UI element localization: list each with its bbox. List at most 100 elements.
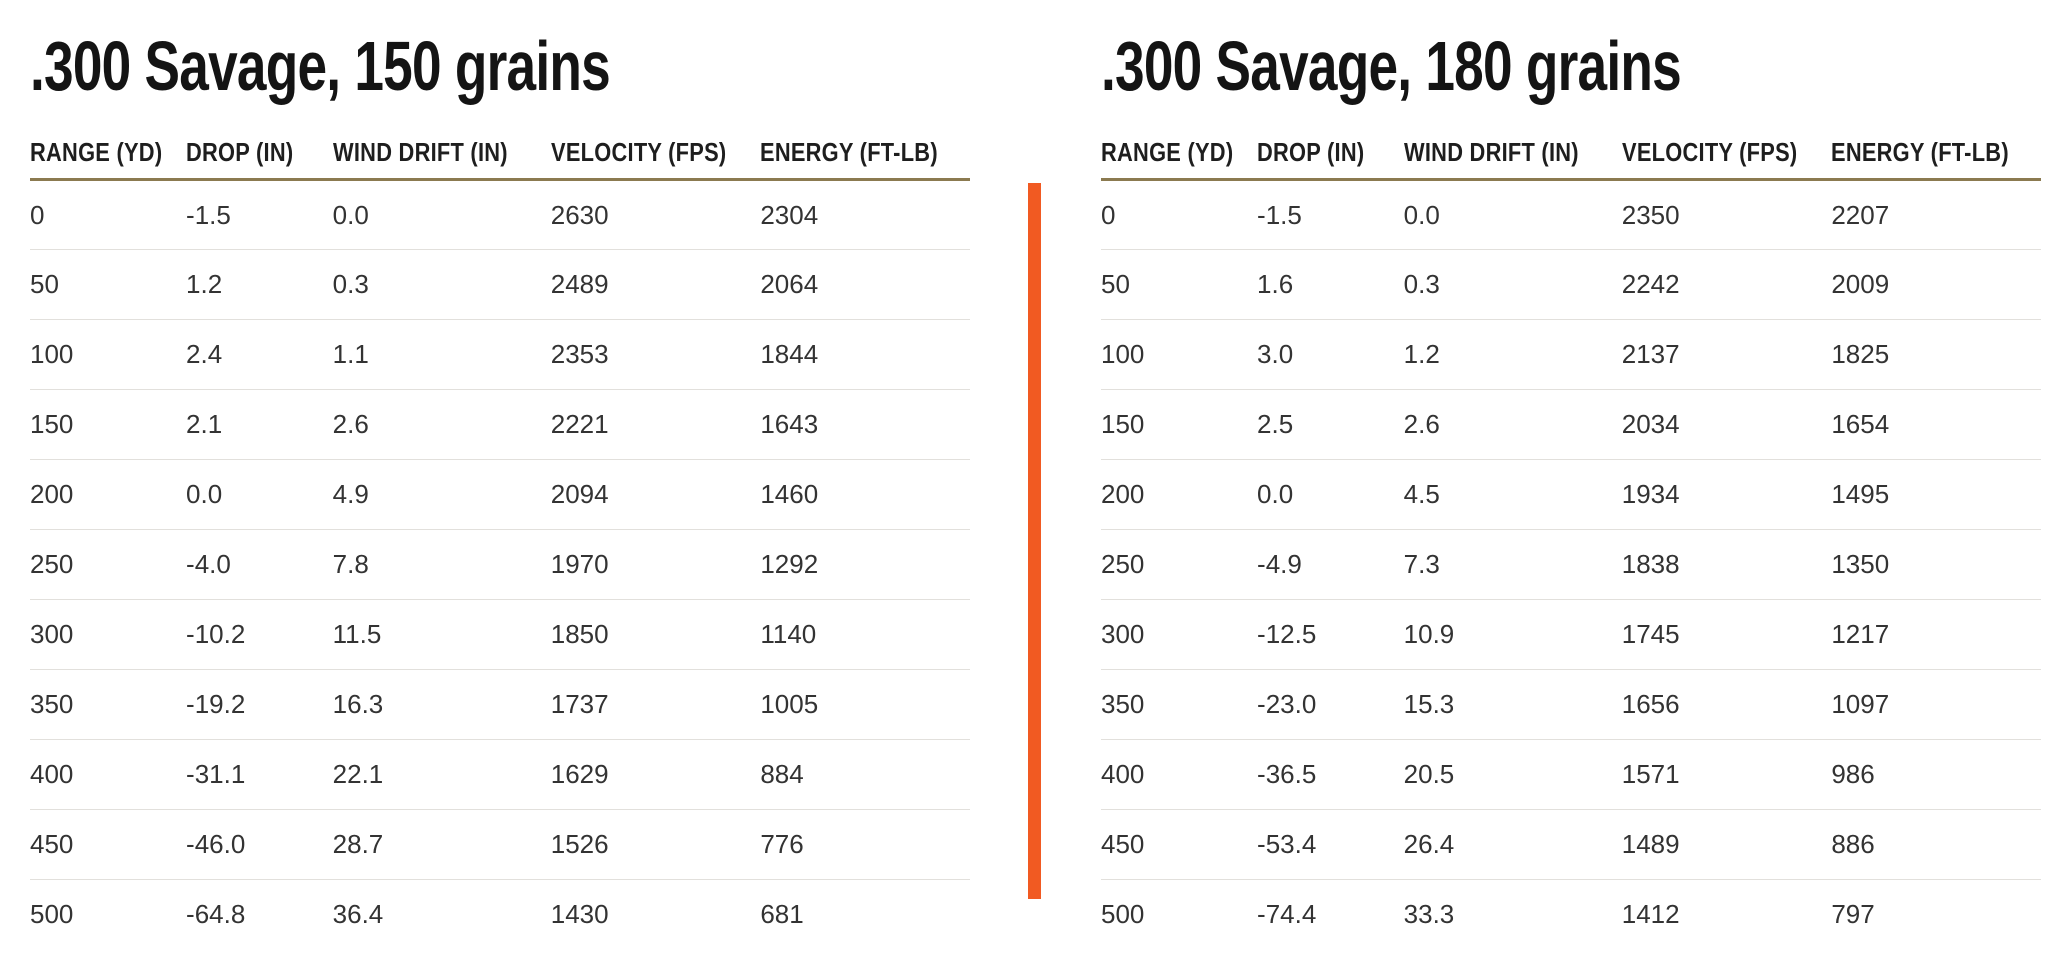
table-cell: 400: [30, 739, 187, 810]
table-cell: -23.0: [1257, 669, 1404, 740]
table-row: 400 -31.1 22.1 1629 884: [30, 739, 970, 810]
table-cell: 1.2: [186, 249, 333, 320]
table-cell: 1838: [1621, 529, 1832, 600]
table-row: 350 -19.2 16.3 1737 1005: [30, 669, 970, 740]
table-cell: 1005: [760, 669, 970, 740]
table-cell: 2.4: [186, 319, 333, 390]
table-cell: 2.6: [1403, 389, 1622, 460]
column-header-velocity: VELOCITY (FPS): [550, 105, 761, 181]
table-cell: 350: [1101, 669, 1258, 740]
table-row: 50 1.2 0.3 2489 2064: [30, 249, 970, 320]
table-cell: 1629: [550, 739, 761, 810]
table-cell: 100: [1101, 319, 1258, 390]
table-cell: 1934: [1621, 459, 1832, 530]
table-cell: 1.2: [1403, 319, 1622, 390]
table-cell: 2489: [550, 249, 761, 320]
table-section-180-grains: .300 Savage, 180 grains RANGE (YD) DROP …: [1101, 28, 2041, 950]
table-cell: -4.0: [186, 529, 333, 600]
table-cell: 0.0: [1257, 459, 1404, 530]
table-row: 150 2.5 2.6 2034 1654: [1101, 389, 2041, 460]
table-row: 300 -10.2 11.5 1850 1140: [30, 599, 970, 670]
column-header-range: RANGE (YD): [30, 105, 187, 181]
table-row: 450 -53.4 26.4 1489 886: [1101, 809, 2041, 880]
table-row: 400 -36.5 20.5 1571 986: [1101, 739, 2041, 810]
table-cell: 1970: [550, 529, 761, 600]
table-cell: -74.4: [1257, 899, 1317, 930]
table-cell: 2.1: [186, 389, 333, 460]
table-row: 200 0.0 4.9 2094 1460: [30, 459, 970, 530]
table-cell: -4.9: [1257, 529, 1404, 600]
table-cell: 2.5: [1257, 389, 1404, 460]
table-row: 200 0.0 4.5 1934 1495: [1101, 459, 2041, 530]
table-cell: -12.5: [1257, 599, 1404, 670]
table-cell: 200: [30, 459, 187, 530]
table-cell: -36.5: [1257, 739, 1404, 810]
table-row: 100 3.0 1.2 2137 1825: [1101, 319, 2041, 390]
table-row: 50 1.6 0.3 2242 2009: [1101, 249, 2041, 320]
table-cell: 1526: [550, 809, 761, 880]
table-header-row: RANGE (YD) DROP (IN) WIND DRIFT (IN) VEL…: [1101, 105, 2041, 181]
table-row: 500 -64.8 36.4 1430 681: [30, 880, 970, 950]
table-cell: 2350: [1621, 179, 1832, 250]
table-cell: 2221: [550, 389, 761, 460]
table-cell: 1495: [1831, 459, 2041, 530]
table-cell: 1571: [1621, 739, 1832, 810]
table-cell: 1350: [1831, 529, 2041, 600]
table-cell: 250: [1101, 529, 1258, 600]
table-cell: 1844: [760, 319, 970, 390]
table-cell: 150: [30, 389, 187, 460]
table-cell: 986: [1831, 739, 2041, 810]
table-cell: 1.1: [332, 319, 551, 390]
table-cell: 36.4: [332, 899, 384, 930]
table-cell: -1.5: [186, 179, 333, 250]
table-section-150-grains: .300 Savage, 150 grains RANGE (YD) DROP …: [30, 28, 970, 950]
table-cell: 884: [760, 739, 970, 810]
table-cell: 1850: [550, 599, 761, 670]
table-header: RANGE (YD) DROP (IN) WIND DRIFT (IN) VEL…: [1101, 105, 2041, 181]
table-cell: 11.5: [332, 599, 551, 670]
table-cell: 0: [30, 179, 187, 250]
table-cell: 2137: [1621, 319, 1832, 390]
table-row: 250 -4.9 7.3 1838 1350: [1101, 529, 2041, 600]
table-cell: 26.4: [1403, 809, 1622, 880]
column-header-wind-drift: WIND DRIFT (IN): [1403, 105, 1622, 181]
table-cell: 1460: [760, 459, 970, 530]
table-cell: 3.0: [1257, 319, 1404, 390]
table-cell: 1489: [1621, 809, 1832, 880]
table-row: 0 -1.5 0.0 2350 2207: [1101, 179, 2041, 250]
table-title-180-grains: .300 Savage, 180 grains: [1101, 27, 1682, 105]
table-cell: 300: [30, 599, 187, 670]
table-cell: 1745: [1621, 599, 1832, 670]
table-cell: 50: [30, 249, 187, 320]
table-cell: 2009: [1831, 249, 2041, 320]
column-header-drop: DROP (IN): [1257, 105, 1404, 181]
orange-divider-bar: [1028, 183, 1041, 899]
table-cell: 15.3: [1403, 669, 1622, 740]
table-cell: 0: [1101, 179, 1258, 250]
table-cell: 0.0: [1403, 179, 1622, 250]
table-cell: 2034: [1621, 389, 1832, 460]
table-cell: 150: [1101, 389, 1258, 460]
column-header-range: RANGE (YD): [1101, 105, 1258, 181]
table-cell: 350: [30, 669, 187, 740]
column-header-drop: DROP (IN): [186, 105, 333, 181]
table-cell: 1412: [1621, 899, 1680, 930]
table-cell: 1825: [1831, 319, 2041, 390]
table-cell: 2.6: [332, 389, 551, 460]
table-cell: -1.5: [1257, 179, 1404, 250]
table-cell: 1097: [1831, 669, 2041, 740]
table-cell: 10.9: [1403, 599, 1622, 670]
table-row: 250 -4.0 7.8 1970 1292: [30, 529, 970, 600]
table-cell: -19.2: [186, 669, 333, 740]
table-cell: 1.6: [1257, 249, 1404, 320]
table-cell: 7.3: [1403, 529, 1622, 600]
table-cell: 797: [1831, 899, 1875, 930]
table-cell: 2094: [550, 459, 761, 530]
table-cell: 50: [1101, 249, 1258, 320]
table-cell: 1292: [760, 529, 970, 600]
table-row: 150 2.1 2.6 2221 1643: [30, 389, 970, 460]
table-cell: 200: [1101, 459, 1258, 530]
ballistics-table-180-grains: RANGE (YD) DROP (IN) WIND DRIFT (IN) VEL…: [1101, 105, 2041, 950]
table-row: 500 -74.4 33.3 1412 797: [1101, 880, 2041, 950]
table-header: RANGE (YD) DROP (IN) WIND DRIFT (IN) VEL…: [30, 105, 970, 181]
